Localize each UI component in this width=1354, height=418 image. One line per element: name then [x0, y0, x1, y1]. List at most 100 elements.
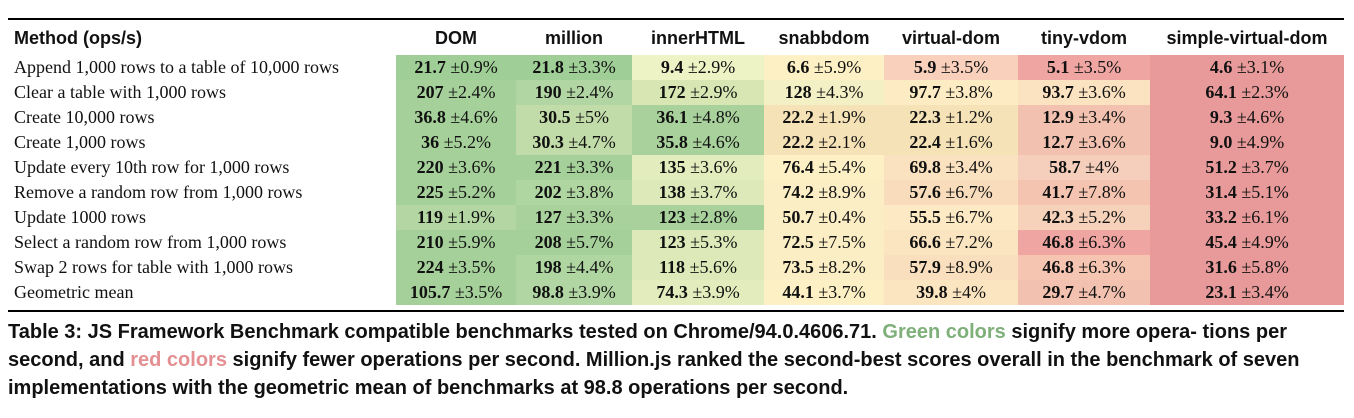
- table-cell: 73.5 ±8.2%: [764, 255, 884, 280]
- cell-error: ±8.2%: [818, 257, 866, 277]
- cell-error: ±3.5%: [1073, 57, 1122, 77]
- cell-error: ±3.3%: [566, 207, 614, 227]
- cell-value: 30.3: [532, 132, 564, 152]
- cell-value: 36.1: [656, 107, 688, 127]
- row-label: Update every 10th row for 1,000 rows: [8, 155, 396, 180]
- cell-value: 41.7: [1042, 182, 1074, 202]
- cell-error: ±2.9%: [690, 82, 738, 102]
- cell-value: 42.3: [1042, 207, 1074, 227]
- table-cell: 221 ±3.3%: [516, 155, 632, 180]
- cell-value: 9.3: [1209, 107, 1233, 127]
- table-cell: 22.2 ±1.9%: [764, 105, 884, 130]
- table-cell: 198 ±4.4%: [516, 255, 632, 280]
- table-cell: 58.7 ±4%: [1018, 155, 1150, 180]
- cell-value: 220: [416, 157, 444, 177]
- cell-value: 35.8: [656, 132, 688, 152]
- cell-error: ±4%: [952, 282, 986, 302]
- cell-value: 31.4: [1205, 182, 1237, 202]
- table-cell: 4.6 ±3.1%: [1150, 55, 1344, 80]
- row-label: Remove a random row from 1,000 rows: [8, 180, 396, 205]
- cell-value: 12.7: [1042, 132, 1074, 152]
- column-header-simple-virtual-dom: simple-virtual-dom: [1166, 28, 1328, 48]
- table-row: Remove a random row from 1,000 rows 225 ±…: [8, 180, 1344, 205]
- cell-error: ±4.6%: [692, 132, 740, 152]
- table-cell: 57.9 ±8.9%: [884, 255, 1018, 280]
- cell-error: ±4.7%: [1078, 282, 1126, 302]
- cell-error: ±1.6%: [945, 132, 993, 152]
- cell-error: ±5.6%: [689, 257, 737, 277]
- cell-value: 73.5: [782, 257, 814, 277]
- table-row: Swap 2 rows for table with 1,000 rows 224…: [8, 255, 1344, 280]
- cell-error: ±5.9%: [813, 57, 862, 77]
- cell-error: ±5.2%: [1078, 207, 1126, 227]
- table-cell: 57.6 ±6.7%: [884, 180, 1018, 205]
- cell-error: ±2.3%: [1241, 82, 1289, 102]
- cell-error: ±3.4%: [945, 157, 993, 177]
- column-header-method: Method (ops/s): [14, 28, 142, 48]
- cell-value: 36.8: [414, 107, 446, 127]
- table-cell: 123 ±2.8%: [632, 205, 764, 230]
- table-row: Select a random row from 1,000 rows 210 ±…: [8, 230, 1344, 255]
- column-header-dom: DOM: [435, 28, 477, 48]
- table-cell: 39.8 ±4%: [884, 280, 1018, 305]
- table-cell: 42.3 ±5.2%: [1018, 205, 1150, 230]
- table-cell: 29.7 ±4.7%: [1018, 280, 1150, 305]
- cell-error: ±0.9%: [450, 57, 498, 77]
- table-cell: 138 ±3.7%: [632, 180, 764, 205]
- cell-value: 64.1: [1205, 82, 1237, 102]
- cell-value: 123: [658, 232, 686, 252]
- row-label: Geometric mean: [8, 280, 396, 305]
- cell-error: ±8.9%: [818, 182, 866, 202]
- table-header-row: Method (ops/s) DOM million innerHTML snabbd…: [8, 22, 1344, 55]
- table-cell: 45.4 ±4.9%: [1150, 230, 1344, 255]
- row-label: Swap 2 rows for table with 1,000 rows: [8, 255, 396, 280]
- table-cell: 50.7 ±0.4%: [764, 205, 884, 230]
- cell-error: ±2.8%: [690, 207, 738, 227]
- cell-error: ±3.5%: [940, 57, 989, 77]
- cell-error: ±4.7%: [568, 132, 616, 152]
- table-row: Create 1,000 rows 36 ±5.2% 30.3 ±4.7% 35.8 …: [8, 130, 1344, 155]
- cell-value: 119: [417, 207, 444, 227]
- cell-value: 21.7: [414, 57, 446, 77]
- cell-value: 105.7: [409, 282, 451, 302]
- table-cell: 118 ±5.6%: [632, 255, 764, 280]
- table-body: Append 1,000 rows to a table of 10,000 r…: [8, 55, 1344, 305]
- table-cell: 202 ±3.8%: [516, 180, 632, 205]
- row-label: Append 1,000 rows to a table of 10,000 r…: [8, 55, 396, 80]
- cell-error: ±5.9%: [448, 232, 496, 252]
- cell-error: ±5.8%: [1241, 257, 1289, 277]
- cell-error: ±3.3%: [568, 57, 616, 77]
- cell-error: ±3.7%: [690, 182, 738, 202]
- cell-value: 76.4: [782, 157, 814, 177]
- table-cell: 5.1 ±3.5%: [1018, 55, 1150, 80]
- cell-error: ±3.6%: [1078, 82, 1126, 102]
- caption-text-part-3: signify fewer operations per second. Mil…: [8, 349, 1300, 399]
- cell-error: ±4.9%: [1241, 232, 1289, 252]
- table-cell: 12.7 ±3.6%: [1018, 130, 1150, 155]
- cell-value: 198: [534, 257, 562, 277]
- cell-value: 6.6: [786, 57, 810, 77]
- cell-error: ±3.1%: [1236, 57, 1285, 77]
- cell-value: 207: [416, 82, 444, 102]
- table-row: Update 1000 rows 119 ±1.9% 127 ±3.3% 123 ±2…: [8, 205, 1344, 230]
- cell-value: 55.5: [909, 207, 941, 227]
- cell-value: 128: [784, 82, 812, 102]
- table-cell: 21.8 ±3.3%: [516, 55, 632, 80]
- cell-value: 46.8: [1042, 232, 1074, 252]
- cell-error: ±4.4%: [566, 257, 614, 277]
- cell-error: ±5.4%: [818, 157, 866, 177]
- cell-value: 9.0: [1209, 132, 1233, 152]
- cell-error: ±1.9%: [447, 207, 495, 227]
- cell-error: ±2.1%: [818, 132, 866, 152]
- cell-value: 221: [534, 157, 562, 177]
- cell-value: 45.4: [1205, 232, 1237, 252]
- cell-value: 123: [658, 207, 686, 227]
- cell-value: 57.9: [909, 257, 941, 277]
- cell-error: ±3.6%: [448, 157, 496, 177]
- cell-error: ±5%: [575, 107, 609, 127]
- row-label: Create 1,000 rows: [8, 130, 396, 155]
- cell-value: 127: [534, 207, 562, 227]
- cell-error: ±5.1%: [1241, 182, 1289, 202]
- cell-error: ±3.7%: [818, 282, 866, 302]
- table-cell: 23.1 ±3.4%: [1150, 280, 1344, 305]
